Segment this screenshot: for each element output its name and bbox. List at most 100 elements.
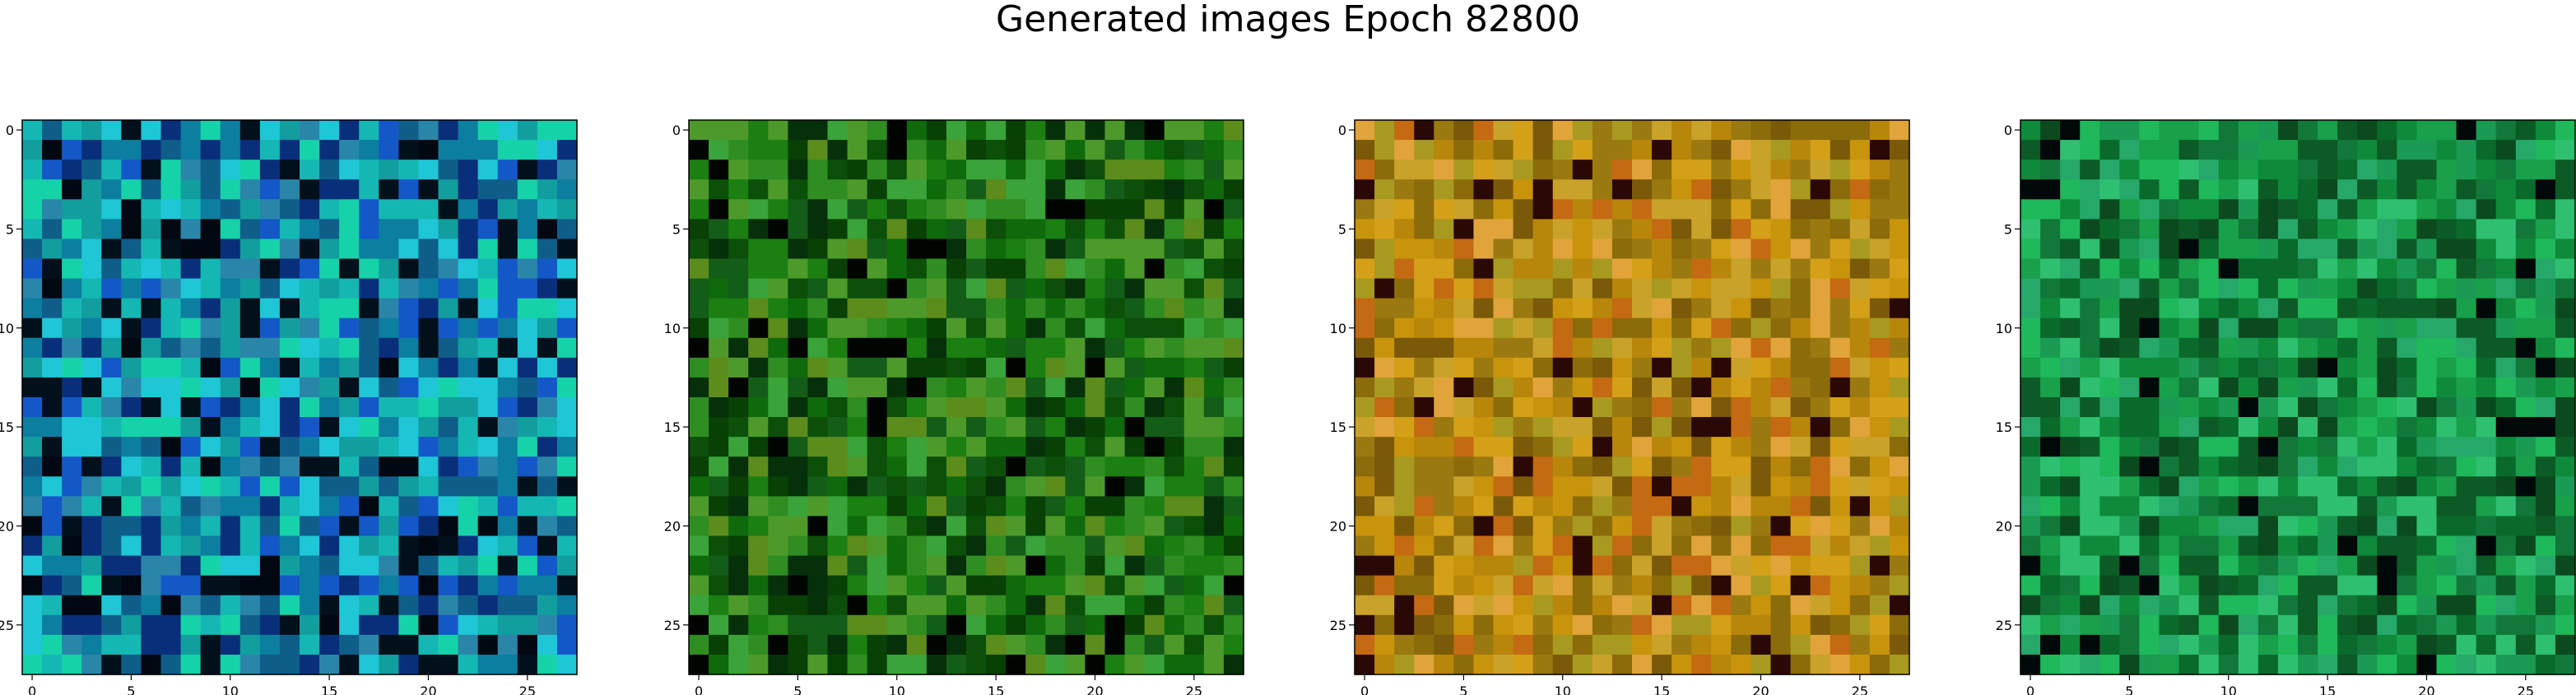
pixel-cell [121, 337, 142, 359]
pixel-cell [438, 160, 459, 180]
pixel-cell [689, 317, 709, 339]
pixel-cell [121, 278, 142, 299]
pixel-cell [279, 595, 300, 616]
pixel-cell [438, 337, 459, 359]
pixel-cell [946, 595, 967, 616]
pixel-cell [1711, 258, 1732, 280]
pixel-cell [2495, 634, 2517, 656]
pixel-cell [1124, 397, 1146, 418]
pixel-cell [1144, 437, 1165, 457]
pixel-cell [1632, 535, 1653, 557]
pixel-cell [1144, 595, 1165, 616]
pixel-cell [2178, 456, 2200, 477]
pixel-cell [1532, 397, 1554, 418]
pixel-cell [2555, 179, 2576, 200]
pixel-cell [1434, 535, 1454, 557]
pixel-cell [1532, 219, 1554, 240]
pixel-cell [398, 535, 420, 557]
pixel-cell [1355, 575, 1375, 596]
pixel-cell [689, 595, 709, 616]
pixel-cell [379, 120, 399, 141]
pixel-cell [339, 140, 360, 160]
pixel-cell [2357, 456, 2378, 477]
pixel-cell [1453, 575, 1475, 596]
pixel-cell [2040, 179, 2061, 200]
pixel-cell [2119, 317, 2141, 339]
pixel-cell [121, 496, 142, 517]
pixel-cell [1434, 298, 1454, 319]
pixel-cell [1394, 595, 1415, 616]
pixel-cell [398, 654, 420, 675]
pixel-cell [906, 417, 928, 438]
pixel-cell [517, 516, 538, 537]
pixel-cell [2257, 258, 2279, 280]
pixel-cell [2555, 278, 2576, 299]
pixel-cell [2337, 120, 2358, 141]
pixel-cell [517, 476, 538, 497]
pixel-cell [497, 456, 518, 477]
pixel-cell [141, 298, 162, 319]
pixel-cell [121, 614, 142, 636]
pixel-cell [62, 614, 82, 636]
pixel-cell [1592, 357, 1613, 378]
pixel-cell [2198, 516, 2220, 537]
pixel-cell [2318, 476, 2338, 497]
pixel-cell [1830, 397, 1851, 418]
y-tick-label: 20 [0, 518, 14, 534]
pixel-cell [2040, 140, 2061, 160]
pixel-cell [709, 258, 729, 280]
pixel-cell [300, 120, 320, 141]
pixel-cell [788, 496, 809, 517]
pixel-cell [807, 199, 829, 220]
pixel-cell [1223, 317, 1244, 339]
pixel-cell [748, 239, 769, 260]
pixel-cell [1770, 337, 1792, 359]
pixel-cell [768, 634, 788, 656]
pixel-cell [379, 337, 399, 359]
pixel-cell [2495, 179, 2517, 200]
pixel-cell [438, 476, 459, 497]
pixel-cell [1552, 278, 1574, 299]
x-tick-label: 15 [321, 683, 337, 695]
pixel-cell [1652, 219, 1672, 240]
pixel-cell [1849, 377, 1871, 398]
pixel-cell [1889, 634, 1910, 656]
pixel-cell [239, 160, 261, 180]
pixel-cell [398, 496, 420, 517]
pixel-cell [1104, 258, 1126, 280]
pixel-cell [2555, 377, 2576, 398]
pixel-cell [359, 278, 379, 299]
pixel-cell [2080, 535, 2100, 557]
pixel-cell [1552, 516, 1574, 537]
pixel-cell [1849, 397, 1871, 418]
pixel-cell [497, 377, 518, 398]
pixel-cell [300, 575, 320, 596]
pixel-cell [2535, 140, 2556, 160]
pixel-cell [1045, 397, 1066, 418]
pixel-cell [827, 160, 849, 180]
pixel-cell [1810, 575, 1831, 596]
pixel-cell [477, 337, 499, 359]
pixel-cell [2357, 555, 2378, 577]
pixel-cell [497, 595, 518, 616]
pixel-cell [807, 397, 829, 418]
pixel-cell [1552, 397, 1574, 418]
pixel-cell [556, 456, 578, 477]
pixel-cell [1414, 516, 1434, 537]
pixel-cell [319, 179, 340, 200]
pixel-cell [1394, 219, 1415, 240]
pixel-cell [2337, 397, 2358, 418]
pixel-cell [300, 317, 320, 339]
pixel-cell [81, 199, 102, 220]
pixel-cell [1513, 516, 1534, 537]
pixel-cell [2257, 160, 2279, 180]
pixel-cell [2080, 555, 2100, 577]
pixel-cell [160, 456, 182, 477]
pixel-cell [1144, 120, 1165, 141]
pixel-cell [1552, 179, 1574, 200]
pixel-cell [1711, 278, 1732, 299]
pixel-cell [986, 120, 1007, 141]
pixel-cell [1652, 614, 1672, 636]
pixel-cell [1065, 239, 1086, 260]
pixel-cell [2416, 456, 2438, 477]
